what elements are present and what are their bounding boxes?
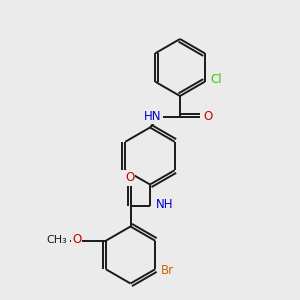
- Text: O: O: [125, 171, 134, 184]
- Text: O: O: [203, 110, 212, 123]
- Text: O: O: [72, 233, 81, 246]
- Text: CH₃: CH₃: [46, 235, 67, 245]
- Text: Br: Br: [160, 264, 174, 277]
- Text: Cl: Cl: [210, 73, 222, 86]
- Text: HN: HN: [144, 110, 162, 123]
- Text: NH: NH: [156, 198, 173, 211]
